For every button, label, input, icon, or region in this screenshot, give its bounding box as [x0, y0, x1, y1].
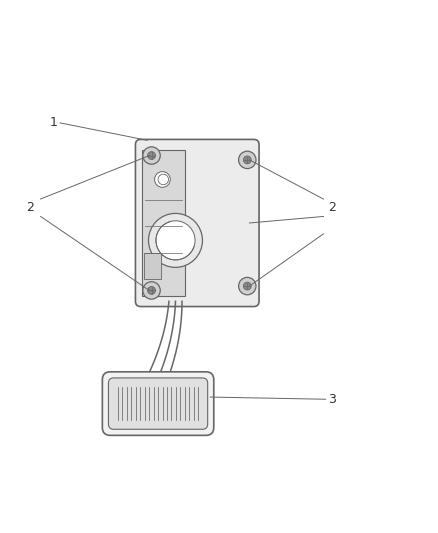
FancyBboxPatch shape: [109, 378, 208, 429]
Text: 2: 2: [328, 201, 336, 214]
Text: 2: 2: [26, 201, 34, 214]
Text: 1: 1: [49, 116, 57, 130]
Text: 3: 3: [328, 393, 336, 406]
Circle shape: [244, 156, 251, 164]
Circle shape: [158, 174, 169, 184]
FancyBboxPatch shape: [102, 372, 214, 435]
Circle shape: [239, 277, 256, 295]
FancyBboxPatch shape: [135, 140, 259, 306]
Circle shape: [156, 221, 195, 260]
Circle shape: [239, 151, 256, 168]
Circle shape: [155, 172, 170, 187]
FancyBboxPatch shape: [141, 150, 185, 296]
Circle shape: [148, 287, 155, 294]
Circle shape: [148, 151, 155, 159]
Circle shape: [143, 147, 160, 164]
Circle shape: [244, 282, 251, 290]
Circle shape: [148, 213, 202, 268]
FancyBboxPatch shape: [144, 253, 161, 279]
Circle shape: [143, 282, 160, 299]
